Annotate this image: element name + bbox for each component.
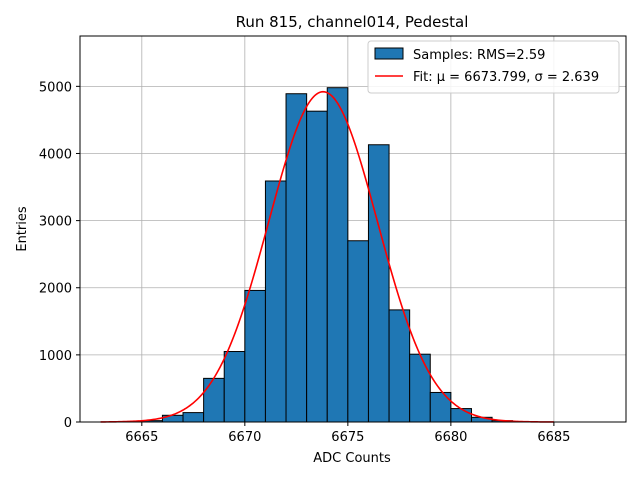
histogram-bar [285,93,308,423]
x-tick-label: 6680 [434,430,467,445]
histogram-bar [306,110,328,423]
x-tick-label: 6685 [537,430,570,445]
histogram-bar [182,412,205,423]
x-axis-ticks: 6665 6670 6675 6680 6685 [125,422,570,445]
histogram-bar [223,351,246,423]
x-tick-label: 6670 [228,430,261,445]
histogram-bar [429,391,452,423]
legend-box [367,40,620,94]
y-axis-label: Entries [15,206,30,252]
x-axis-label: ADC Counts [313,451,391,466]
histogram-bars [141,87,514,423]
y-tick-label: 3000 [39,215,72,230]
legend-label-samples: Samples: RMS=2.59 [413,48,545,63]
histogram-bar [450,408,472,423]
chart-title: Run 815, channel014, Pedestal [236,13,469,31]
y-tick-label: 1000 [39,349,72,364]
histogram-bar [244,289,266,423]
histogram-bar [347,240,369,423]
histogram-bar [203,377,225,423]
histogram-bar [367,144,390,423]
y-axis-ticks: 0 1000 2000 3000 4000 5000 [39,80,80,431]
legend-swatch-samples [374,47,404,60]
y-tick-label: 2000 [39,282,72,297]
y-tick-label: 0 [64,416,72,431]
y-tick-label: 4000 [39,147,72,162]
fit-curve [100,90,554,423]
legend-label-fit: Fit: μ = 6673.799, σ = 2.639 [413,70,599,85]
histogram-bar [409,353,431,423]
legend: Samples: RMS=2.59 Fit: μ = 6673.799, σ =… [367,40,620,94]
y-tick-label: 5000 [39,80,72,95]
x-tick-label: 6675 [331,430,364,445]
histogram-bar [326,87,349,423]
x-tick-label: 6665 [125,430,158,445]
plot-frame [79,35,627,423]
histogram-bar [388,309,411,423]
histogram-bar [264,180,287,423]
